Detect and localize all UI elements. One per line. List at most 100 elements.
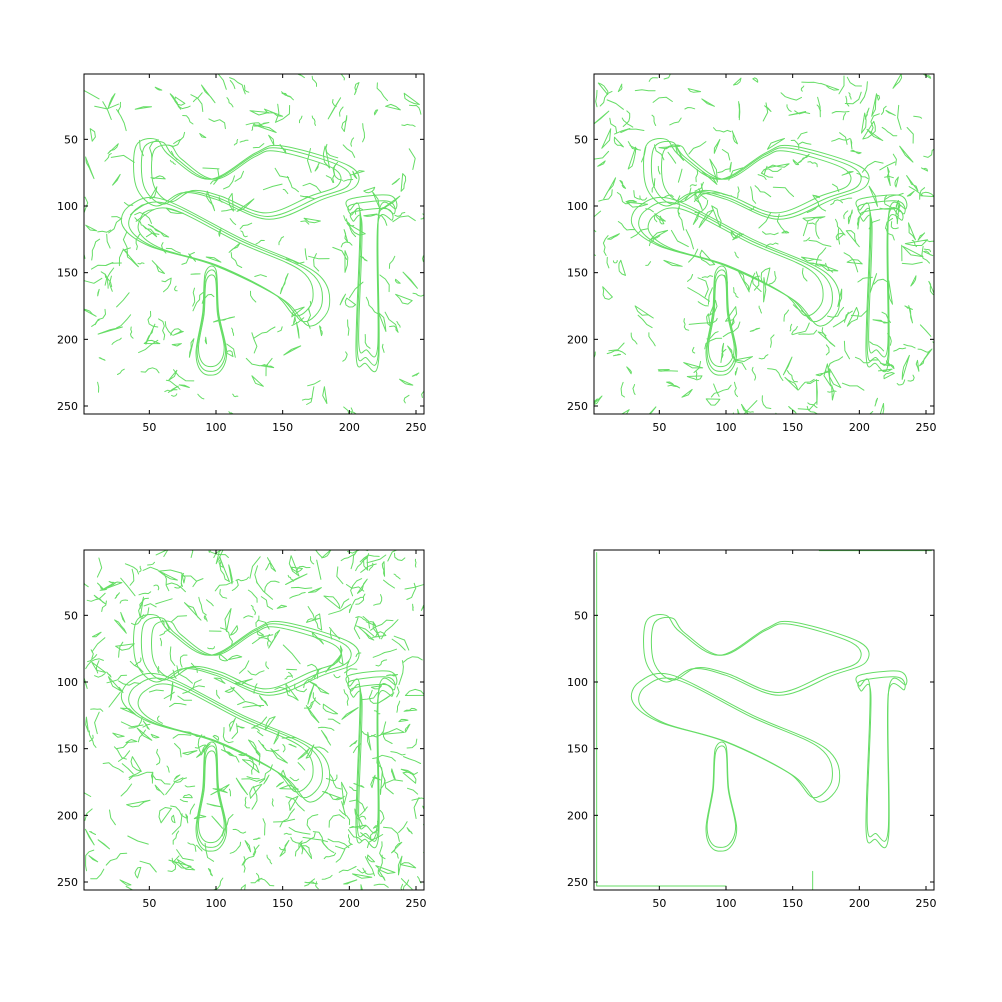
noise-edge [154,86,163,91]
noise-edge [285,573,308,585]
noise-edge [423,852,424,854]
noise-edge [120,707,137,716]
noise-edge [95,660,100,674]
noise-edge [881,126,898,137]
noise-edge [917,232,926,241]
noise-edge [242,759,260,774]
noise-edge [109,275,113,292]
noise-edge [697,192,722,200]
noise-edge [237,701,262,708]
y-tick-label: 100 [57,200,78,213]
noise-edge [393,573,401,580]
noise-edge [317,726,335,731]
noise-edge [229,625,239,636]
pliers-contour [638,677,833,799]
noise-edge [179,654,188,668]
noise-edge [400,768,414,775]
noise-edge [283,832,292,835]
noise-edge [763,165,768,175]
noise-edge [879,161,896,171]
noise-edge [111,216,122,220]
x-tick-label: 200 [849,897,870,910]
noise-edge [895,200,900,208]
noise-edge [163,691,175,699]
noise-edge [786,370,798,383]
noise-edge [396,321,401,328]
noise-edge [112,732,125,738]
noise-edge [762,102,769,122]
noise-edge [279,143,287,154]
noise-edge [332,99,337,108]
noise-edge [84,792,92,797]
noise-edge [344,668,358,674]
noise-edge [90,649,94,659]
noise-edge [343,229,349,243]
noise-edge [325,175,334,184]
noise-edge [251,332,258,354]
noise-edge [734,367,738,376]
noise-edge [135,233,141,251]
subplot-top-left: 50 100 150 200 250 50 100 150 200 250 [57,73,427,434]
noise-edge [307,701,314,710]
noise-edge [165,582,186,593]
noise-edge [349,786,357,792]
noise-edge [257,878,275,887]
screwdriver-contour [195,265,228,376]
noise-edge [307,308,311,329]
noise-edge [196,844,203,852]
noise-edge [343,406,350,414]
x-tick-label: 50 [652,421,666,434]
screwdriver-contour [198,274,225,368]
noise-edge [304,881,318,885]
noise-edge [262,818,266,836]
noise-edge [228,242,241,253]
noise-edge [832,311,849,328]
noise-edge [817,96,821,118]
x-tick-label: 100 [716,421,737,434]
noise-edge [789,323,793,332]
noise-edge [288,795,299,811]
noise-edge [287,176,299,193]
noise-edge [850,149,862,155]
hammer-contour [347,200,396,366]
noise-edge [336,566,344,585]
noise-edge [253,326,276,339]
noise-edge [752,77,759,83]
noise-edge [903,343,916,349]
noise-edge [265,661,269,670]
noise-edge [846,76,862,87]
noise-edge [101,581,123,591]
noise-edge [359,692,378,701]
noise-edge [170,328,182,336]
noise-edge [231,327,235,336]
screwdriver-contour [195,741,228,852]
noise-edge [394,212,406,217]
noise-edge [869,273,878,294]
noise-edge [126,799,151,808]
noise-edge [378,312,387,332]
noise-edge [817,331,836,347]
noise-edge [396,686,400,698]
noise-edge [91,262,114,270]
noise-edge [169,702,187,708]
noise-edge [254,565,258,584]
noise-edge [603,177,617,200]
noise-edge [234,678,253,686]
noise-edge [360,255,368,262]
noise-edge [373,109,379,116]
noise-edge [663,259,683,267]
noise-edge [264,716,276,731]
y-tick-label: 150 [57,267,78,280]
noise-edge [791,326,798,335]
noise-edge [243,84,250,93]
noise-edge [379,841,386,860]
noise-edge [335,843,353,850]
noise-edge [233,139,239,146]
noise-edge [241,846,257,866]
noise-edge [314,162,320,172]
noise-edge [303,675,316,689]
noise-edge [402,771,417,784]
noise-edge [846,259,863,265]
noise-edge [251,634,274,645]
